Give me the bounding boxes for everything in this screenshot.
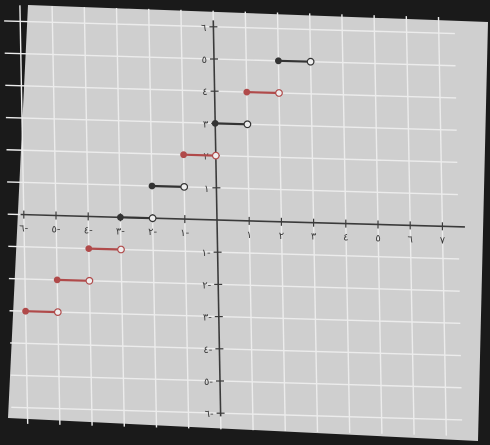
y-tick-label: ٤-: [203, 345, 212, 356]
segment-line: [214, 122, 249, 126]
x-tick-label: ٣-: [116, 226, 125, 237]
y-tick-label: ٦-: [205, 409, 214, 420]
step-segment: [117, 213, 157, 223]
closed-endpoint: [117, 213, 124, 221]
closed-endpoint: [22, 307, 29, 315]
grid-line-horizontal: [4, 52, 456, 67]
y-axis: [212, 20, 222, 417]
x-tick-label: ٥-: [52, 225, 61, 236]
step-segment: [85, 245, 125, 254]
grid-line-horizontal: [10, 342, 461, 357]
y-tick-label: ٦: [201, 23, 206, 34]
segment-line: [245, 90, 281, 95]
segment-line: [119, 216, 154, 220]
x-tick-label: ٦: [408, 234, 413, 245]
x-tick-label: ٤: [343, 233, 348, 244]
x-tick-label: ١: [247, 230, 252, 241]
closed-endpoint: [211, 120, 219, 127]
axes: [20, 20, 465, 417]
y-tick-label: ٥-: [204, 377, 213, 388]
y-tick-label: ٣: [203, 119, 209, 130]
grid-line-horizontal: [6, 149, 458, 164]
step-segments: [22, 57, 315, 317]
y-tick-label: ٥: [202, 55, 207, 66]
step-segment: [22, 307, 62, 317]
grid-line-horizontal: [8, 245, 460, 260]
step-segment: [211, 120, 252, 129]
x-tick-label: ١-: [180, 228, 189, 239]
y-tick-label: ٢-: [202, 280, 211, 291]
x-tick-labels: ٦- ٥- ٤- ٣- ٢- ١- ١ ٢ ٣ ٤ ٥ ٦ ٧: [19, 224, 445, 247]
open-endpoint: [180, 182, 189, 191]
step-segment: [180, 151, 220, 160]
grid-line-horizontal: [10, 374, 462, 389]
open-endpoint: [306, 57, 315, 66]
graph-paper: [8, 5, 488, 441]
segment-line: [150, 184, 186, 188]
x-tick-label: ٢: [279, 231, 284, 242]
closed-endpoint: [243, 88, 251, 96]
segment-line: [277, 59, 312, 63]
open-endpoint: [275, 89, 283, 97]
closed-endpoint: [53, 276, 61, 284]
closed-endpoint: [148, 182, 156, 190]
open-endpoint: [211, 151, 220, 160]
y-tick-label: ١: [204, 184, 209, 195]
segment-line: [87, 247, 123, 251]
y-tick-labels: ٦ ٥ ٤ ٣ ٢ ١ ١- ٢- ٣- ٤- ٥- ٦-: [201, 23, 214, 420]
y-tick-label: ١-: [202, 248, 211, 259]
closed-endpoint: [275, 57, 282, 65]
open-endpoint: [53, 308, 62, 317]
closed-endpoint: [180, 151, 188, 159]
segment-line: [24, 310, 59, 314]
open-endpoint: [85, 276, 94, 285]
closed-endpoint: [85, 245, 93, 253]
grid-line-horizontal: [7, 181, 458, 196]
step-segment: [148, 182, 189, 191]
segment-line: [56, 278, 91, 282]
x-tick-label: ٢-: [148, 227, 157, 238]
step-segment: [53, 276, 94, 285]
x-tick-label: ٥: [375, 234, 380, 245]
grid-line-horizontal: [5, 84, 457, 99]
x-tick-label: ٦-: [19, 224, 28, 235]
open-endpoint: [117, 245, 125, 254]
x-axis: [20, 213, 465, 228]
grid-line-horizontal: [11, 406, 463, 421]
step-segment: [243, 88, 283, 97]
x-tick-label: ٣: [311, 232, 317, 243]
y-tick-label: ٣-: [203, 313, 212, 324]
grid-line-horizontal: [9, 310, 461, 325]
y-tick-label: ٤: [202, 87, 207, 98]
x-tick-label: ٤-: [84, 225, 93, 236]
segment-line: [182, 153, 217, 157]
step-segment: [275, 57, 315, 66]
y-tick-label: ٢: [203, 152, 208, 163]
open-endpoint: [148, 214, 157, 223]
grid-line-horizontal: [4, 20, 455, 35]
open-endpoint: [243, 120, 252, 129]
x-tick-label: ٧: [440, 235, 446, 246]
